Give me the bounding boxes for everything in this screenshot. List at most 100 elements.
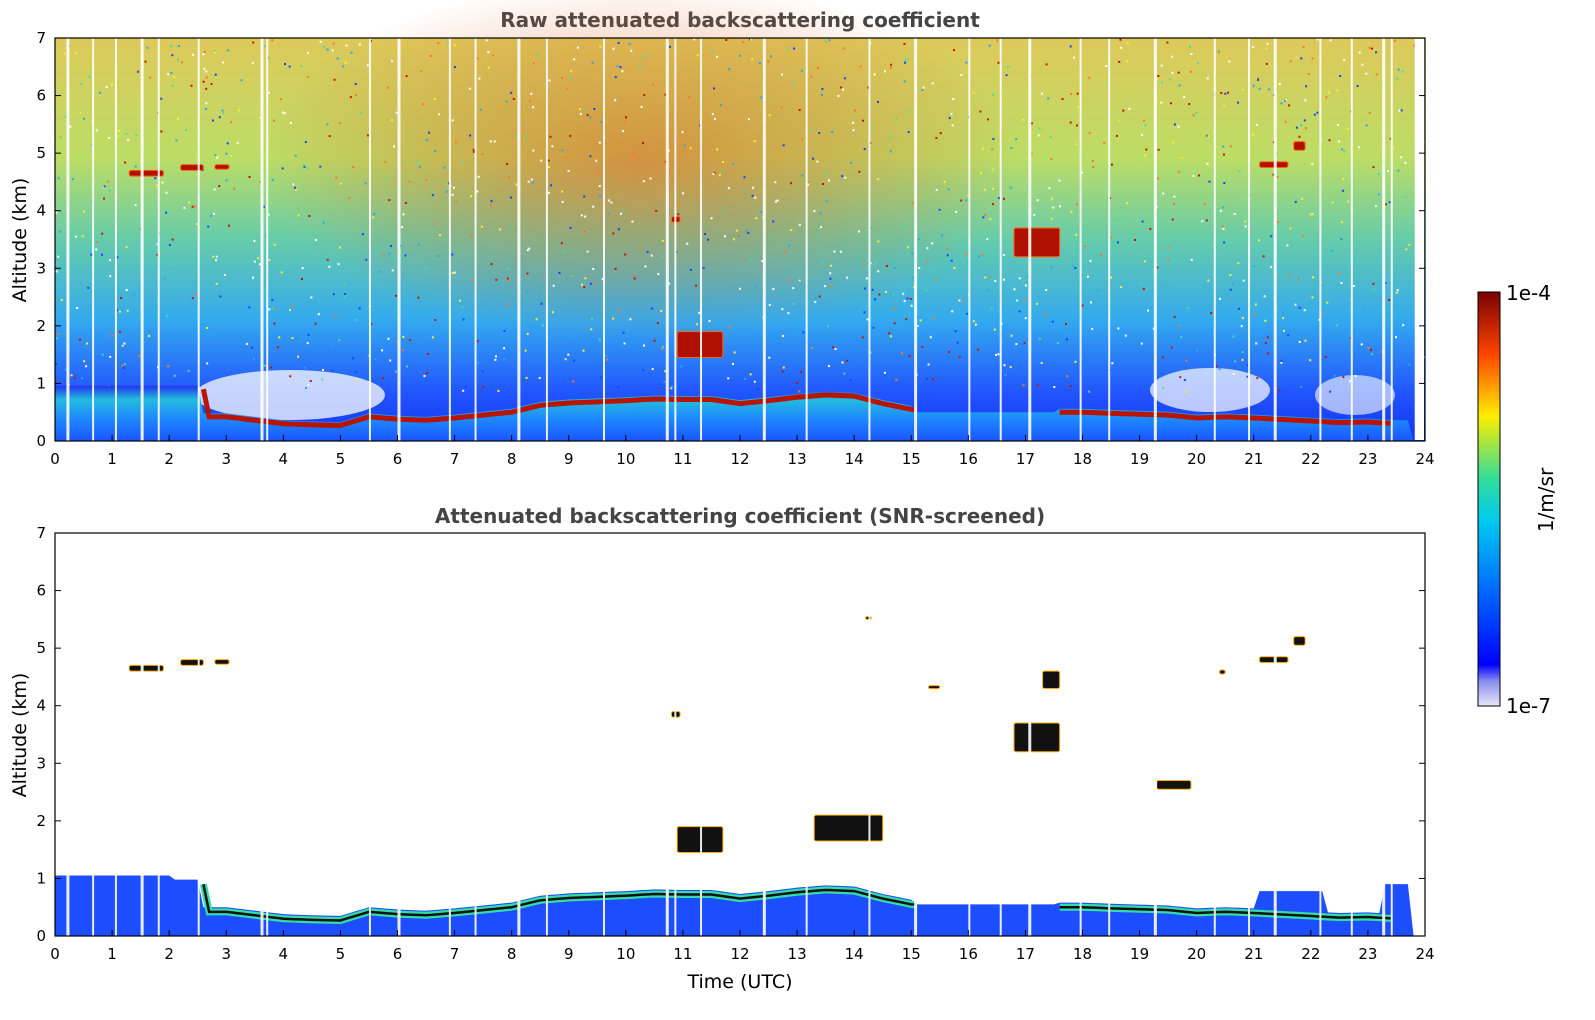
- noise-pixel: [221, 109, 224, 112]
- gap-stripe: [999, 38, 1002, 441]
- noise-pixel: [1087, 275, 1090, 278]
- noise-pixel: [774, 200, 777, 203]
- noise-pixel: [433, 222, 436, 225]
- gap-stripe: [700, 38, 703, 441]
- noise-pixel: [1218, 51, 1221, 54]
- noise-pixel: [1255, 342, 1258, 345]
- noise-pixel: [946, 254, 949, 257]
- noise-pixel: [109, 259, 112, 262]
- noise-pixel: [1286, 244, 1289, 247]
- noise-pixel: [536, 53, 539, 56]
- noise-pixel: [1297, 278, 1300, 281]
- noise-pixel: [992, 138, 995, 141]
- noise-pixel: [993, 328, 996, 331]
- noise-pixel: [811, 346, 814, 349]
- noise-pixel: [623, 121, 626, 124]
- noise-pixel: [1252, 133, 1255, 136]
- noise-pixel: [614, 267, 617, 270]
- noise-pixel: [1162, 386, 1165, 389]
- noise-pixel: [1258, 87, 1261, 90]
- noise-pixel: [416, 160, 419, 163]
- noise-pixel: [1052, 206, 1055, 209]
- noise-pixel: [866, 318, 869, 321]
- noise-pixel: [582, 110, 585, 113]
- noise-pixel: [569, 70, 572, 73]
- noise-pixel: [109, 355, 112, 358]
- noise-pixel: [1183, 96, 1186, 99]
- gap-stripe: [914, 533, 918, 936]
- noise-pixel: [710, 217, 713, 220]
- gap-stripe: [92, 533, 95, 936]
- noise-pixel: [462, 318, 465, 321]
- noise-pixel: [817, 227, 820, 230]
- noise-pixel: [1022, 384, 1025, 387]
- noise-pixel: [828, 39, 831, 42]
- noise-pixel: [1354, 375, 1357, 378]
- noise-pixel: [1206, 134, 1209, 137]
- noise-pixel: [1338, 271, 1341, 274]
- noise-pixel: [1302, 46, 1305, 49]
- noise-pixel: [445, 190, 448, 193]
- gap-stripe: [868, 533, 871, 936]
- colorbar-gradient: [1477, 291, 1501, 707]
- gap-stripe: [197, 533, 200, 936]
- noise-pixel: [160, 130, 163, 133]
- noise-pixel: [798, 223, 801, 226]
- noise-pixel: [818, 131, 821, 134]
- noise-pixel: [1241, 317, 1244, 320]
- noise-pixel: [768, 356, 771, 359]
- noise-pixel: [1413, 44, 1416, 47]
- noise-pixel: [441, 201, 444, 204]
- noise-pixel: [326, 258, 329, 261]
- noise-pixel: [558, 271, 561, 274]
- noise-pixel: [933, 317, 936, 320]
- noise-pixel: [1188, 103, 1191, 106]
- noise-pixel: [350, 51, 353, 54]
- noise-pixel: [476, 361, 479, 364]
- noise-pixel: [1118, 60, 1121, 63]
- noise-pixel: [1081, 171, 1084, 174]
- noise-pixel: [71, 178, 74, 181]
- colorbar-min-label: 1e-7: [1506, 694, 1551, 718]
- noise-pixel: [331, 49, 334, 52]
- noise-pixel: [1397, 68, 1400, 71]
- x-tick-label: 15: [902, 945, 921, 963]
- noise-pixel: [1253, 265, 1256, 268]
- noise-pixel: [965, 61, 968, 64]
- noise-pixel: [1395, 336, 1398, 339]
- noise-pixel: [1423, 258, 1426, 261]
- noise-pixel: [1173, 123, 1176, 126]
- noise-pixel: [281, 167, 284, 170]
- x-tick-label: 14: [845, 945, 864, 963]
- noise-pixel: [1103, 141, 1106, 144]
- noise-pixel: [1100, 254, 1103, 257]
- noise-pixel: [1328, 139, 1331, 142]
- noise-pixel: [1143, 119, 1146, 122]
- noise-pixel: [1156, 78, 1159, 81]
- noise-pixel: [1210, 312, 1213, 315]
- noise-pixel: [982, 216, 985, 219]
- noise-pixel: [1166, 41, 1169, 44]
- noise-pixel: [117, 129, 120, 132]
- noise-pixel: [402, 336, 405, 339]
- noise-pixel: [527, 180, 530, 183]
- noise-pixel: [1075, 143, 1078, 146]
- noise-pixel: [515, 183, 518, 186]
- noise-pixel: [664, 93, 667, 96]
- gap-stripe: [1248, 38, 1251, 441]
- noise-pixel: [248, 176, 251, 179]
- noise-pixel: [257, 257, 260, 260]
- noise-pixel: [215, 282, 218, 285]
- noise-pixel: [1396, 289, 1399, 292]
- noise-pixel: [964, 253, 967, 256]
- noise-pixel: [479, 108, 482, 111]
- noise-pixel: [506, 303, 509, 306]
- noise-pixel: [1075, 233, 1078, 236]
- noise-pixel: [966, 312, 969, 315]
- noise-pixel: [495, 278, 498, 281]
- noise-pixel: [1171, 141, 1174, 144]
- noise-pixel: [1075, 124, 1078, 127]
- noise-pixel: [1262, 255, 1265, 258]
- noise-pixel: [841, 175, 844, 178]
- noise-pixel: [1217, 49, 1220, 52]
